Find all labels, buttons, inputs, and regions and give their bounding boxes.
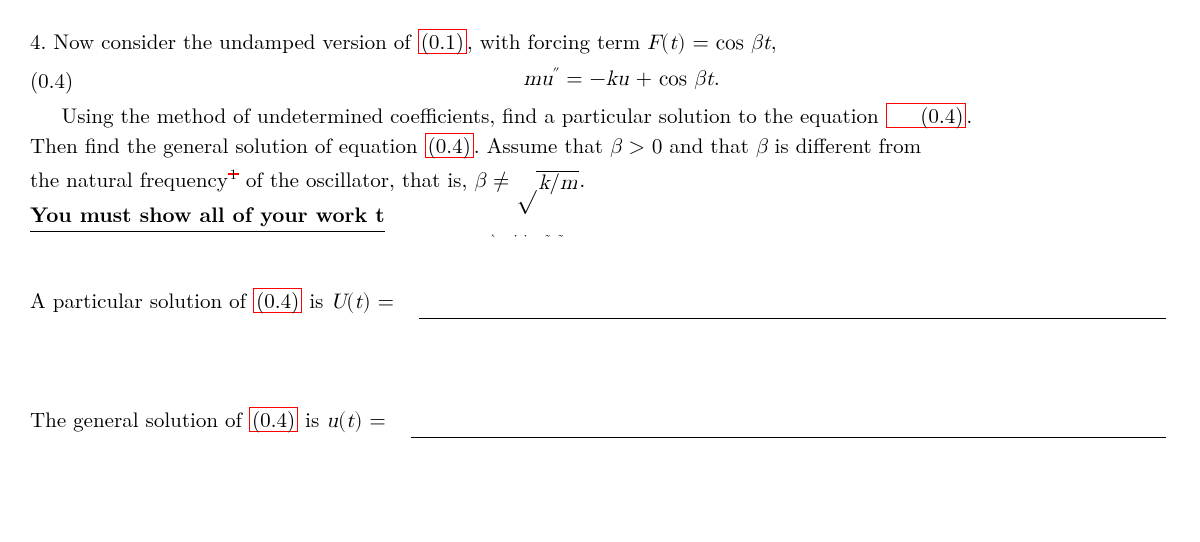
body1-b: . xyxy=(966,100,972,130)
beta-positive: β > 0 xyxy=(610,137,663,158)
show-work-text: You must show all of your work t xyxy=(30,199,385,229)
display-equation-row: (0.4) mu″ = −ku + cos βt. xyxy=(30,65,1170,95)
body3-c: . xyxy=(579,164,585,194)
sqrt-expression: √ k/m xyxy=(516,171,579,195)
particular-solution-row: A particular solution of (0.4) is U(t) = xyxy=(30,278,1170,319)
body1-a: Using the method of undetermined coeffic… xyxy=(62,100,879,130)
intro-text-b: , with forcing term xyxy=(467,26,640,56)
display-equation: mu″ = −ku + cos βt. xyxy=(73,65,1170,95)
equation-ref-0-4-c[interactable]: (0.4) xyxy=(253,288,302,313)
body2-b: . Assume that xyxy=(474,130,603,160)
equation-ref-0-4-b[interactable]: (0.4) xyxy=(425,133,474,158)
radical-icon: √ xyxy=(516,172,536,196)
equation-ref-0-4-d[interactable]: (0.4) xyxy=(249,407,298,432)
footnote-ref-1[interactable]: 1 xyxy=(228,173,239,175)
neq-expression: β ≠ √ k/m xyxy=(474,171,579,192)
general-solution-prompt: The general solution of (0.4) is u(t) = xyxy=(30,404,386,437)
general-answer-blank[interactable] xyxy=(411,397,1166,438)
particular-answer-blank[interactable] xyxy=(419,278,1166,319)
body2-d: is different from xyxy=(774,130,921,160)
particular-solution-prompt: A particular solution of (0.4) is U(t) = xyxy=(30,285,394,318)
body3-a: the natural frequency xyxy=(30,164,228,194)
general-b: is xyxy=(305,404,319,434)
forcing-term-expr: F(t) = cos βt, xyxy=(647,33,776,54)
general-solution-row: The general solution of (0.4) is u(t) = xyxy=(30,397,1170,438)
body2-c: and that xyxy=(669,130,748,160)
scan-artifact-dots: ` ˙˙ ˜˜ xyxy=(490,229,570,249)
general-expr: u(t) = xyxy=(326,411,386,432)
page-container: 4. Now consider the undamped version of … xyxy=(0,0,1200,458)
equation-ref-0-4-a[interactable]: (0.4) xyxy=(886,103,967,128)
show-work-line: You must show all of your work t xyxy=(30,199,1170,229)
problem-number: 4. xyxy=(30,26,46,56)
intro-text-a: Now consider the undamped version of xyxy=(53,26,410,56)
equation-ref-0-1[interactable]: (0.1) xyxy=(418,29,467,54)
body-paragraph-2: Then find the general solution of equati… xyxy=(30,130,1170,163)
body2-a: Then find the general solution of equati… xyxy=(30,130,418,160)
body-paragraph-1: Using the method of undetermined coeffic… xyxy=(30,100,1170,130)
particular-b: is xyxy=(309,285,323,315)
particular-expr: U(t) = xyxy=(330,292,394,313)
particular-a: A particular solution of xyxy=(30,285,246,315)
body-paragraph-3: the natural frequency1 of the oscillator… xyxy=(30,164,1170,197)
problem-statement-line1: 4. Now consider the undamped version of … xyxy=(30,26,1170,59)
body3-b: of the oscillator, that is, xyxy=(246,164,467,194)
equation-label-0-4: (0.4) xyxy=(30,65,73,95)
general-a: The general solution of xyxy=(30,404,242,434)
beta-symbol: β xyxy=(756,137,768,158)
